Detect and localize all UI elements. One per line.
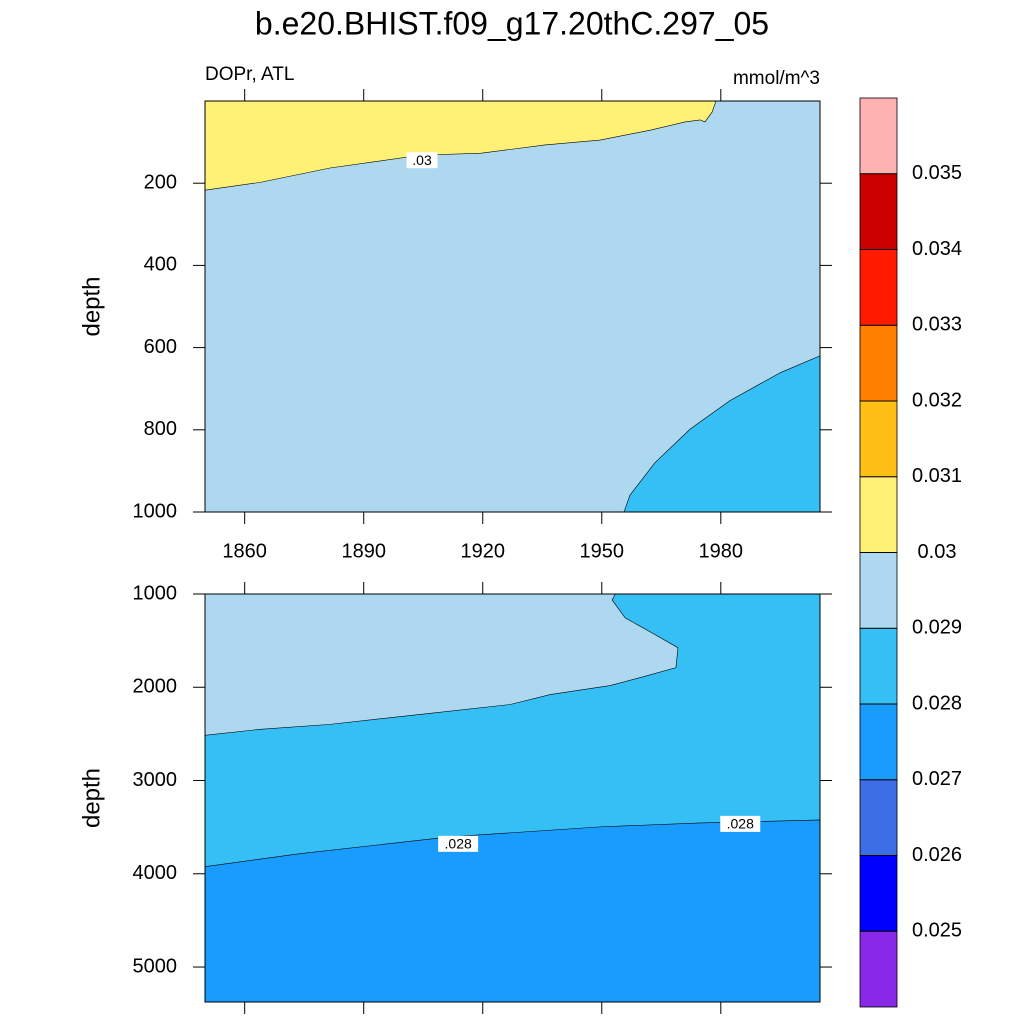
- chart-title: b.e20.BHIST.f09_g17.20thC.297_05: [255, 5, 769, 41]
- y-tick-label: 600: [144, 336, 177, 358]
- y-axis-label: depth: [78, 276, 105, 336]
- colorbar-label: 0.029: [912, 617, 962, 639]
- regions: [205, 101, 820, 512]
- subtitle-right: mmol/m^3: [733, 68, 820, 89]
- subtitle-left: DOPr, ATL: [205, 64, 294, 85]
- contour-region: [623, 355, 820, 512]
- x-tick-label: 1890: [341, 540, 386, 562]
- x-tick-label: 1860: [222, 540, 267, 562]
- contour-label-box: [720, 815, 761, 832]
- y-tick-label: 4000: [133, 862, 178, 884]
- colorbar-label: 0.027: [912, 768, 962, 790]
- contour-label-box: [438, 835, 479, 852]
- contour-label-box: [406, 152, 438, 169]
- y-tick-label: 2000: [133, 676, 178, 698]
- regions: [205, 594, 820, 1002]
- colorbar-label: 0.026: [912, 844, 962, 866]
- colorbar-box: [859, 855, 898, 932]
- colorbar-label: 0.028: [912, 692, 962, 714]
- y-tick-label: 200: [144, 171, 177, 193]
- colorbar-box: [859, 552, 898, 629]
- y-tick-label: 1000: [133, 582, 178, 604]
- colorbar-box: [859, 400, 898, 478]
- colorbar-box: [859, 703, 898, 781]
- y-tick-label: 1000: [133, 500, 178, 522]
- contour-region: [205, 819, 820, 1002]
- colorbar-box: [859, 173, 898, 250]
- contour-label: .028: [445, 836, 472, 852]
- x-tick-label: 1980: [699, 540, 744, 562]
- y-tick-label: 3000: [133, 769, 178, 791]
- y-tick-label: 5000: [133, 955, 178, 977]
- colorbar-label: 0.031: [912, 465, 962, 487]
- contour-region: [205, 594, 679, 736]
- colorbar-box: [859, 627, 898, 705]
- y-axis-label: depth: [78, 768, 105, 828]
- x-tick-label: 1950: [580, 540, 625, 562]
- colorbar-box: [859, 324, 898, 402]
- colorbar-box: [859, 779, 898, 856]
- colorbar-box: [859, 97, 898, 175]
- plot-frame: [204, 100, 821, 513]
- colorbar-box: [859, 476, 898, 553]
- colorbar-box: [859, 930, 898, 1008]
- colorbar-label: 0.034: [912, 238, 962, 260]
- y-tick-label: 400: [144, 254, 177, 276]
- contour-region: [205, 101, 717, 191]
- contour-label: .028: [727, 816, 754, 832]
- x-tick-label: 1920: [460, 540, 505, 562]
- y-tick-label: 800: [144, 418, 177, 440]
- contour-label: .03: [412, 152, 432, 168]
- colorbar-label: 0.03: [918, 541, 957, 563]
- colorbar-label: 0.032: [912, 389, 962, 411]
- colorbar-label: 0.033: [912, 314, 962, 336]
- colorbar-label: 0.035: [912, 162, 962, 184]
- colorbar-box: [859, 249, 898, 326]
- plot-frame: [204, 593, 821, 1003]
- colorbar-label: 0.025: [912, 920, 962, 942]
